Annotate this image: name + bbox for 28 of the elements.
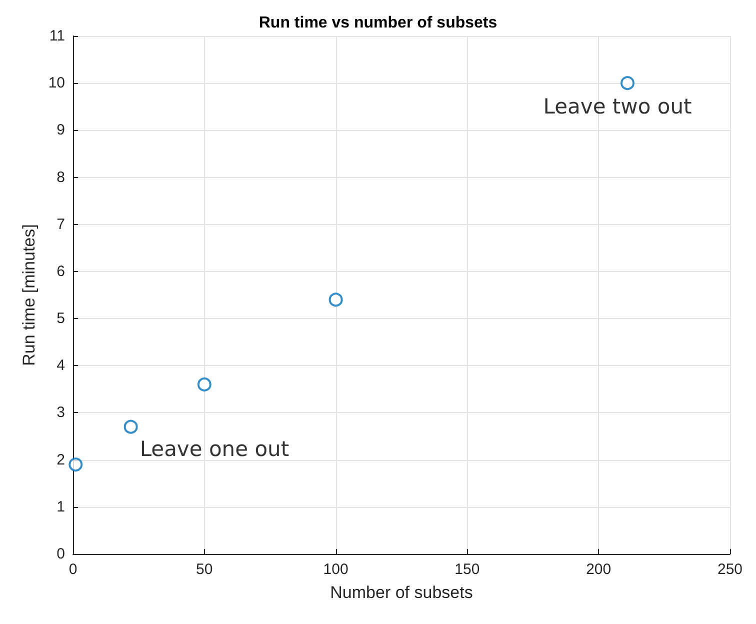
chart-title: Run time vs number of subsets [258, 14, 498, 32]
y-tick-label: 9 [56, 122, 65, 139]
point [197, 377, 212, 392]
point [68, 458, 83, 472]
y-tick-label: 11 [49, 28, 65, 44]
x-axis-title: Number of subsets [330, 583, 473, 602]
y-tick-label: 5 [56, 310, 65, 328]
y-tick-label: 10 [48, 74, 65, 92]
point [124, 420, 138, 434]
x-tick-label: 200 [586, 561, 612, 578]
y-tick-label: 3 [56, 404, 65, 422]
y-tick-label: 2 [56, 451, 65, 468]
x-tick-label: 250 [717, 561, 743, 578]
annotation: Leave two out [543, 94, 692, 119]
x-tick-label: 50 [196, 561, 213, 578]
point [328, 292, 343, 307]
y-tick-label: 1 [56, 498, 65, 516]
y-tick-label: 7 [56, 216, 65, 233]
y-tick-label: 0 [56, 546, 65, 562]
annotation: Leave one out [140, 436, 290, 461]
y-tick-label: 8 [56, 168, 65, 186]
y-tick-label: 4 [56, 357, 65, 374]
x-tick-label: 150 [454, 561, 480, 578]
y-tick-label: 6 [56, 262, 65, 280]
y-axis-title: Run time [minutes] [19, 224, 38, 366]
x-tick-label: 100 [323, 561, 348, 578]
x-tick-label: 0 [68, 561, 78, 578]
point [620, 76, 635, 90]
